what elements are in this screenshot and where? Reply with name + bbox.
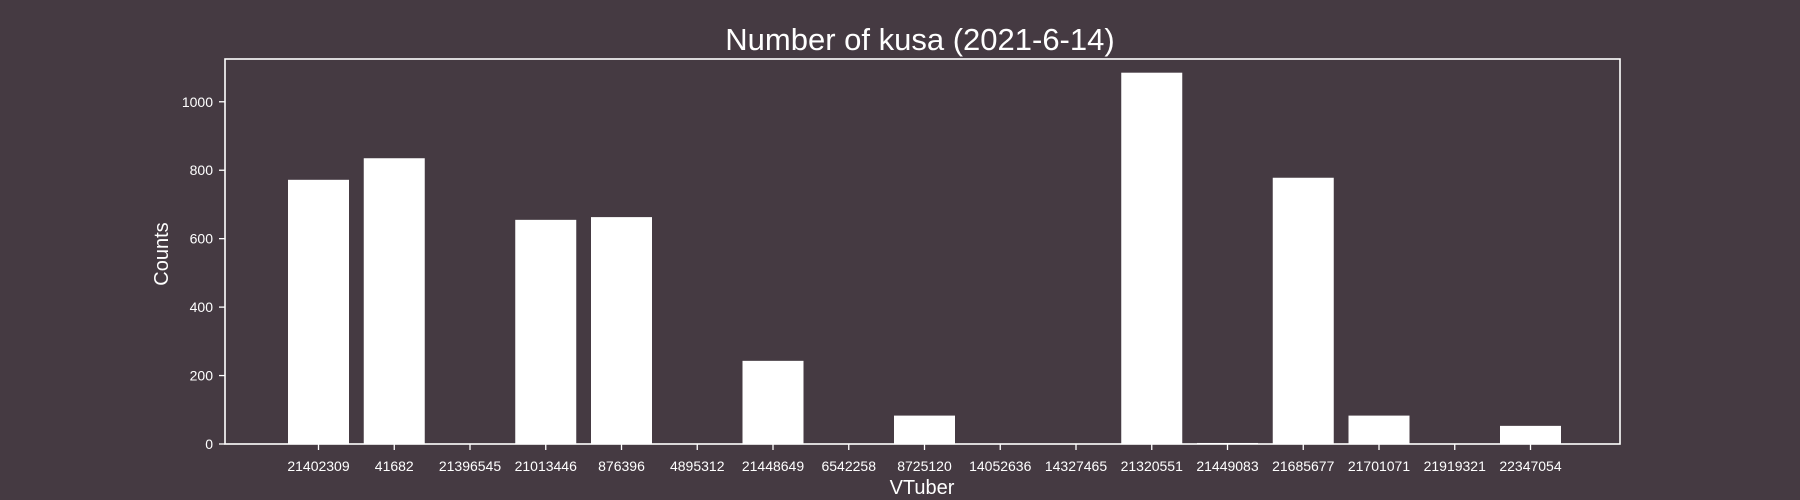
y-tick-label: 200: [190, 368, 214, 384]
y-tick-label: 0: [205, 436, 213, 452]
y-tick-label: 600: [190, 231, 214, 247]
x-tick-label: 4895312: [670, 458, 725, 474]
bar-41682: [363, 158, 425, 445]
x-tick-label: 21320551: [1121, 458, 1184, 474]
x-tick-label: 22347054: [1499, 458, 1562, 474]
plot-frame: [224, 58, 1621, 445]
x-tick-label: 41682: [375, 458, 414, 474]
x-tick-label: 6542258: [821, 458, 876, 474]
bar-21685677: [1272, 177, 1334, 444]
chart-title: Number of kusa (2021-6-14): [725, 22, 1114, 57]
x-tick-label: 21919321: [1424, 458, 1487, 474]
x-tick-label: 21448649: [742, 458, 805, 474]
x-tick-label: 21685677: [1272, 458, 1335, 474]
bar-21402309: [288, 179, 349, 445]
x-axis: 21402309 41682 21396545 21013446 876396 48953…: [287, 444, 1562, 474]
y-axis-label: Counts: [151, 222, 173, 285]
x-tick-label: 876396: [598, 458, 645, 474]
x-tick-label: 21402309: [287, 458, 350, 474]
x-tick-label: 21013446: [515, 458, 578, 474]
x-tick-label: 21449083: [1196, 458, 1259, 474]
bar-876396: [591, 217, 652, 444]
y-tick-label: 800: [190, 162, 214, 178]
y-tick-label: 1000: [182, 94, 213, 110]
x-tick-label: 8725120: [897, 458, 952, 474]
bar-21320551: [1121, 72, 1183, 444]
bar-21449083: [1197, 442, 1258, 444]
bar-8725120: [894, 415, 955, 444]
y-tick-label: 400: [190, 299, 214, 315]
x-tick-label: 14327465: [1045, 458, 1108, 474]
x-tick-label: 14052636: [969, 458, 1032, 474]
x-axis-label: VTuber: [890, 477, 955, 499]
x-tick-label: 21701071: [1348, 458, 1411, 474]
x-tick-label: 21396545: [439, 458, 502, 474]
bars-group: [288, 72, 1561, 445]
bar-21701071: [1348, 415, 1410, 444]
bar-21013446: [515, 219, 577, 444]
bar-22347054: [1500, 425, 1561, 444]
y-axis: 0 200 400 600 800 1000: [182, 94, 225, 452]
bar-21448649: [742, 360, 804, 444]
